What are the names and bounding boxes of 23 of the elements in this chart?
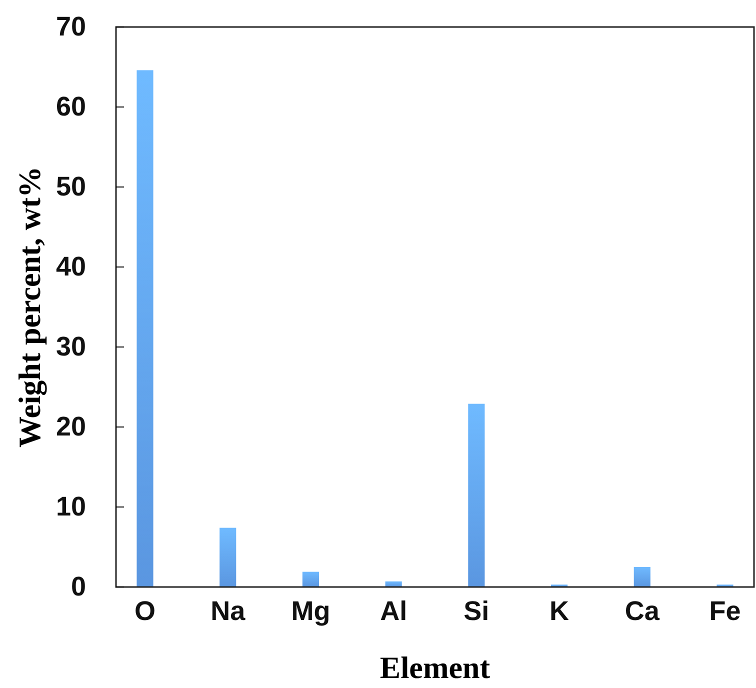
x-tick-label: Fe [709, 596, 741, 626]
x-tick-label: Si [464, 596, 490, 626]
x-tick-label: O [134, 596, 156, 626]
y-tick-label: 70 [56, 12, 86, 42]
y-tick-label: 60 [56, 92, 86, 122]
y-tick-label: 10 [56, 492, 86, 522]
y-tick-label: 40 [56, 252, 86, 282]
y-axis-title: Weight percent, wt% [12, 166, 47, 448]
bar [302, 572, 319, 587]
bar [634, 567, 650, 587]
x-axis-title: Element [380, 650, 491, 685]
x-tick-label: K [550, 596, 570, 626]
x-tick-label: Ca [624, 596, 660, 626]
x-tick-label: Mg [291, 596, 330, 626]
bar [136, 70, 154, 587]
y-tick-label: 30 [56, 332, 86, 362]
y-tick-label: 50 [56, 172, 86, 202]
y-tick-label: 0 [70, 572, 86, 602]
y-tick-label: 20 [56, 412, 86, 442]
bar [468, 404, 485, 587]
x-tick-label: Na [210, 596, 246, 626]
x-tick-label: Al [380, 596, 408, 626]
bar [220, 528, 236, 587]
